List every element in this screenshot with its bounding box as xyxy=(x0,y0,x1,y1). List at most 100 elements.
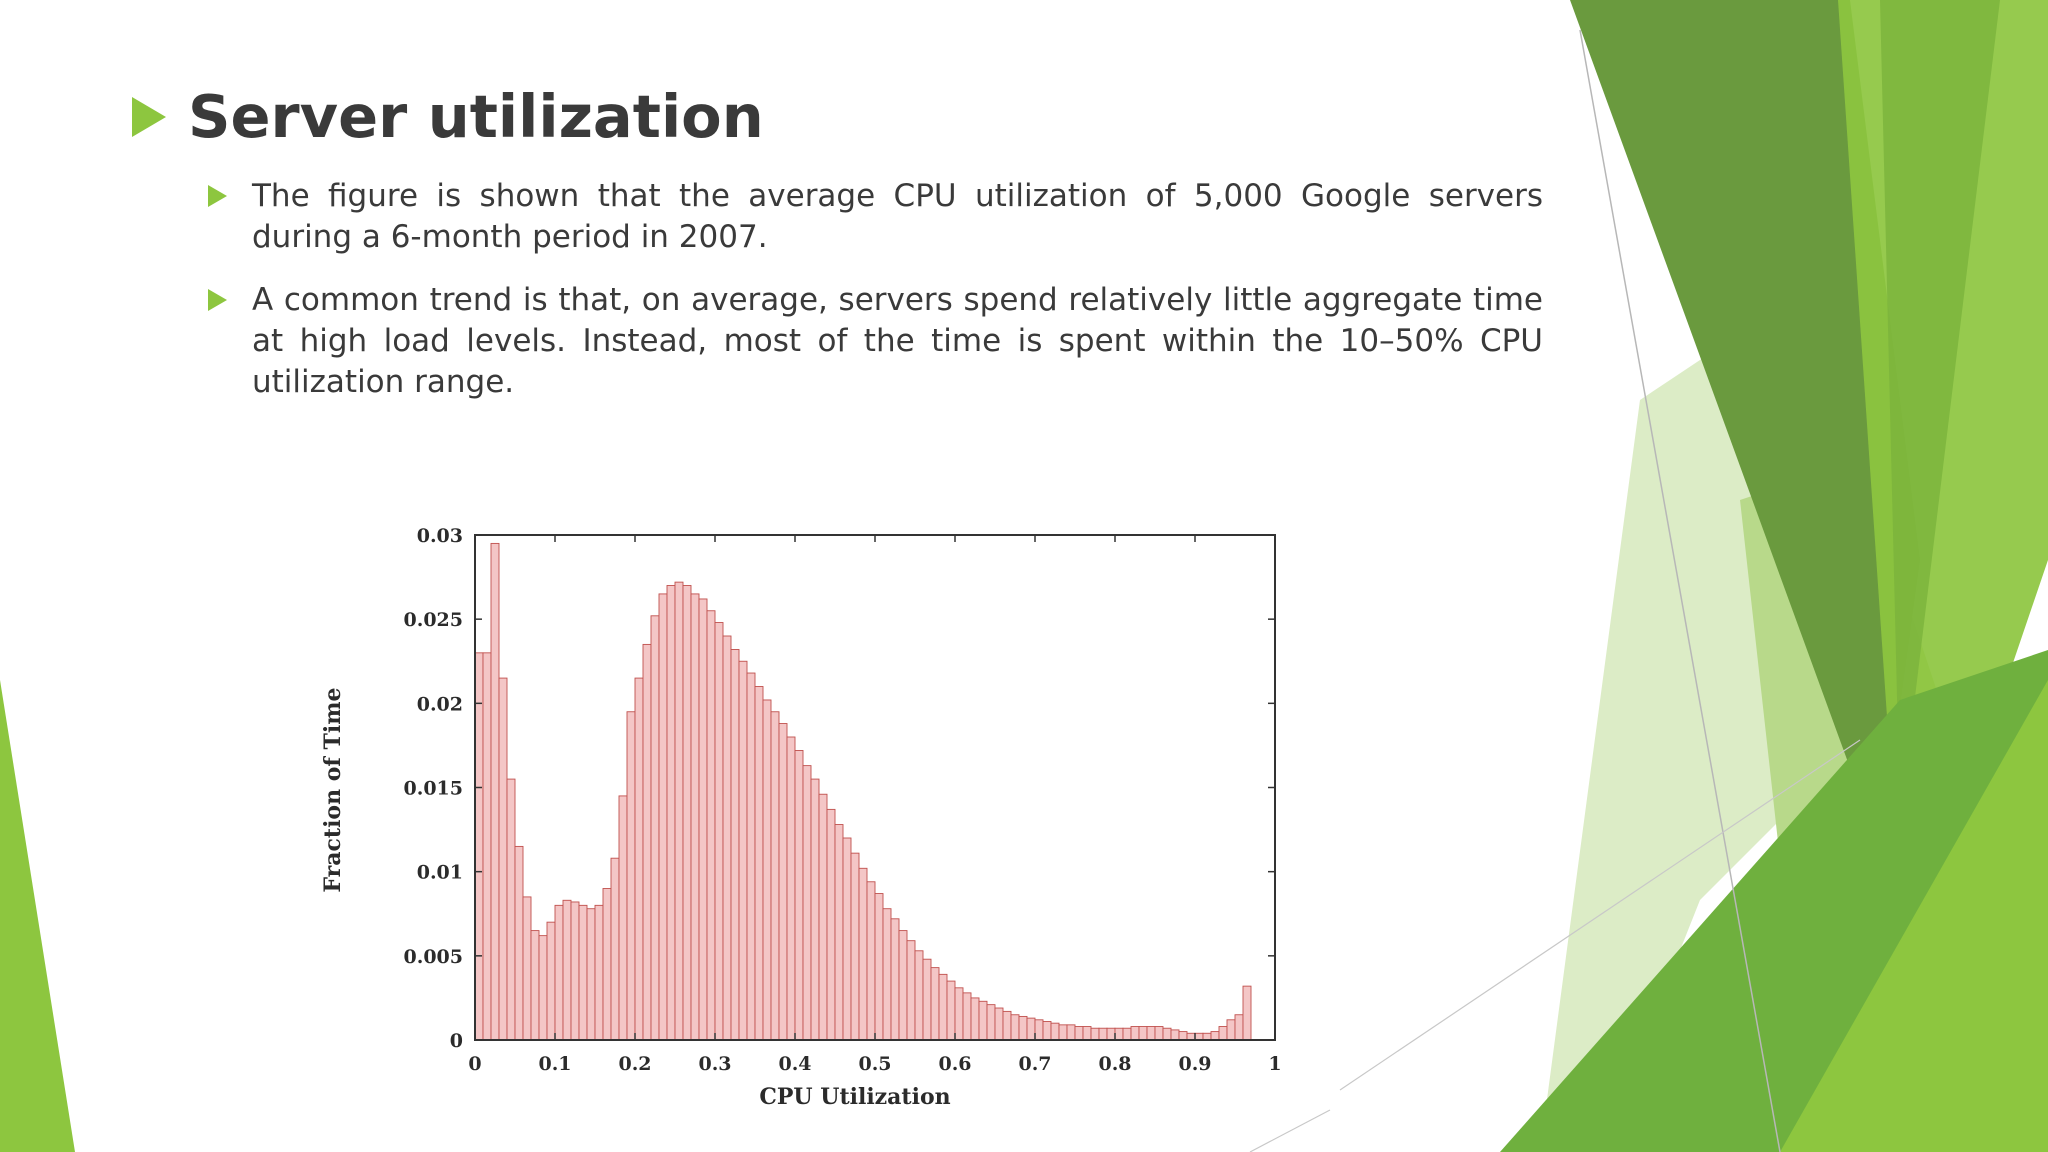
histogram-bar xyxy=(674,581,684,1041)
histogram-bar xyxy=(1234,1014,1244,1041)
histogram-bar xyxy=(490,542,500,1041)
histogram-bar xyxy=(1226,1019,1236,1041)
histogram-bar xyxy=(586,908,596,1041)
histogram-bar xyxy=(898,930,908,1041)
histogram-bar xyxy=(602,888,612,1041)
histogram-bar xyxy=(498,677,508,1041)
x-tick-label: 0.6 xyxy=(938,1053,971,1075)
x-axis-title: CPU Utilization xyxy=(759,1084,950,1110)
histogram-bar xyxy=(1018,1015,1028,1041)
histogram-bar xyxy=(642,643,652,1041)
x-tick-label: 0.1 xyxy=(538,1053,571,1075)
histogram-bar xyxy=(594,904,604,1041)
x-tick-label: 0.7 xyxy=(1018,1053,1051,1075)
y-tick-label: 0.02 xyxy=(417,693,463,715)
y-tick-label: 0.03 xyxy=(417,525,463,547)
histogram-bar xyxy=(762,699,772,1041)
deco-mid-green-shape xyxy=(1880,0,2000,820)
histogram-bar xyxy=(826,808,836,1041)
histogram-bar xyxy=(706,610,716,1041)
histogram-bar xyxy=(746,672,756,1041)
histogram-bar xyxy=(1066,1024,1076,1041)
histogram-bar xyxy=(562,899,572,1041)
y-tick-label: 0.01 xyxy=(417,862,463,884)
histogram-bar xyxy=(554,904,564,1041)
histogram-bar xyxy=(938,973,948,1041)
bullet-item: A common trend is that, on average, serv… xyxy=(208,280,1543,403)
histogram-bar xyxy=(610,857,620,1041)
histogram-bar xyxy=(1186,1032,1196,1041)
histogram-bar xyxy=(810,778,820,1041)
histogram-bar xyxy=(1090,1027,1100,1041)
y-tick-label: 0.025 xyxy=(404,609,464,631)
histogram-bar xyxy=(1218,1026,1228,1041)
histogram-bar xyxy=(658,593,668,1041)
histogram-bar xyxy=(1082,1026,1092,1041)
histogram-bar xyxy=(922,958,932,1041)
histogram-bar xyxy=(834,824,844,1041)
deco-thin-line-1 xyxy=(1579,29,1781,1152)
bullet-item: The figure is shown that the average CPU… xyxy=(208,176,1543,258)
histogram-bar xyxy=(818,793,828,1041)
histogram-bar xyxy=(1194,1032,1204,1041)
histogram-bar xyxy=(522,896,532,1041)
histogram-bar xyxy=(954,987,964,1041)
y-axis-title: Fraction of Time xyxy=(320,687,346,892)
histogram-bar xyxy=(546,921,556,1041)
histogram-bar xyxy=(770,711,780,1041)
histogram-bar xyxy=(1178,1031,1188,1041)
x-tick-label: 0.2 xyxy=(618,1053,651,1075)
cpu-utilization-histogram: 0 0.1 0.2 0.3 0.4 0.5 0.6 0.7 0.8 0.9 1 0 0.005 0.01… xyxy=(320,525,1282,1110)
histogram-bar xyxy=(906,940,916,1041)
x-axis-ticks: 0 0.1 0.2 0.3 0.4 0.5 0.6 0.7 0.8 0.9 1 xyxy=(468,535,1282,1075)
histogram-bar xyxy=(1170,1029,1180,1041)
y-tick-label: 0.015 xyxy=(404,778,464,800)
histogram-bar xyxy=(1010,1014,1020,1041)
y-tick-label: 0 xyxy=(450,1030,463,1052)
histogram-bar xyxy=(874,893,884,1041)
histogram-bar xyxy=(650,615,660,1041)
y-axis-ticks: 0 0.005 0.01 0.015 0.02 0.025 0.03 xyxy=(404,525,1275,1052)
histogram-bar xyxy=(1242,985,1252,1041)
histogram-bar xyxy=(714,622,724,1041)
histogram-bar xyxy=(946,980,956,1041)
x-tick-label: 0.9 xyxy=(1178,1053,1211,1075)
histogram-bar xyxy=(1146,1026,1156,1041)
triangle-right-icon xyxy=(132,96,166,137)
histogram-bar xyxy=(1138,1026,1148,1041)
x-tick-label: 0.8 xyxy=(1098,1053,1131,1075)
x-tick-label: 0 xyxy=(468,1053,481,1075)
histogram-bar xyxy=(474,652,484,1041)
histogram-bar xyxy=(850,852,860,1041)
histogram-bar xyxy=(1002,1010,1012,1041)
histogram-bar xyxy=(618,795,628,1041)
histogram-bar xyxy=(1026,1017,1036,1041)
histogram-bar xyxy=(970,997,980,1041)
histogram-bar xyxy=(1050,1022,1060,1041)
bullet-text: The figure is shown that the average CPU… xyxy=(252,178,1543,255)
histogram-bar xyxy=(1114,1027,1124,1041)
triangle-right-icon xyxy=(208,289,227,311)
histogram-bar xyxy=(1074,1026,1084,1041)
y-tick-label: 0.005 xyxy=(404,946,464,968)
histogram-bar xyxy=(626,711,636,1041)
deco-thin-line-2 xyxy=(1339,739,1861,1091)
deco-left-green-shape xyxy=(0,680,75,1152)
x-tick-label: 0.3 xyxy=(698,1053,731,1075)
histogram-bar xyxy=(1058,1024,1068,1041)
deco-bottom-right-shape xyxy=(1780,680,2048,1152)
histogram-bar xyxy=(682,585,692,1041)
histogram-bar xyxy=(1034,1019,1044,1041)
x-tick-label: 0.5 xyxy=(858,1053,891,1075)
histogram-bar xyxy=(1162,1027,1172,1041)
histogram-bar xyxy=(858,867,868,1041)
histogram-bar xyxy=(986,1004,996,1041)
histogram-bar xyxy=(738,660,748,1041)
histogram-bar xyxy=(794,750,804,1041)
histogram-bar xyxy=(882,908,892,1041)
histogram-bar xyxy=(578,904,588,1041)
histogram-bar xyxy=(538,935,548,1041)
histogram-bar xyxy=(506,778,516,1041)
histogram-bar xyxy=(786,736,796,1041)
x-tick-label: 0.4 xyxy=(778,1053,811,1075)
